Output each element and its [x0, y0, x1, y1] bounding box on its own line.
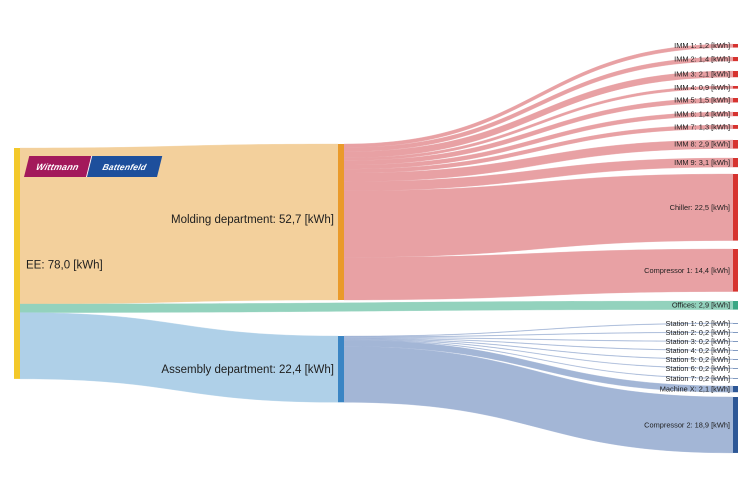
node-station-1 — [733, 323, 738, 324]
compressor-2-label: Compressor 2: 18,9 [kWh] — [644, 420, 730, 429]
node-imm-9 — [733, 158, 738, 168]
station-3-label: Station 3: 0,2 [kWh] — [666, 337, 731, 346]
node-station-2 — [733, 332, 738, 333]
flow-layer — [19, 43, 734, 454]
logo-wittmann-part: Wittmann — [24, 156, 93, 177]
molding-label: Molding department: 52,7 [kWh] — [171, 214, 334, 226]
imm-8-label: IMM 8: 2,9 [kWh] — [674, 140, 730, 149]
imm-4-label: IMM 4: 0,9 [kWh] — [674, 83, 730, 92]
assembly-node — [338, 336, 344, 403]
imm-1-label: IMM 1: 1,2 [kWh] — [674, 41, 730, 50]
node-station-6 — [733, 368, 738, 369]
flow-source-assembly — [19, 312, 339, 403]
station-1-label: Station 1: 0,2 [kWh] — [666, 319, 731, 328]
node-station-3 — [733, 341, 738, 342]
imm-3-label: IMM 3: 2,1 [kWh] — [674, 70, 730, 79]
node-imm-7 — [733, 125, 738, 129]
node-layer — [14, 44, 738, 453]
station-6-label: Station 6: 0,2 [kWh] — [666, 364, 731, 373]
machine-x-label: Machine X: 2,1 [kWh] — [660, 385, 730, 394]
logo-battenfeld-part: Battenfeld — [87, 156, 163, 177]
node-compressor-2 — [733, 397, 738, 453]
compressor-1-label: Compressor 1: 14,4 [kWh] — [644, 266, 730, 275]
imm-5-label: IMM 5: 1,5 [kWh] — [674, 96, 730, 105]
node-imm-2 — [733, 57, 738, 62]
offices-label: Offices: 2,9 [kWh] — [672, 301, 730, 310]
wittmann-battenfeld-logo: Wittmann Battenfeld — [24, 156, 163, 177]
imm-9-label: IMM 9: 3,1 [kWh] — [674, 158, 730, 167]
node-imm-4 — [733, 86, 738, 89]
node-imm-6 — [733, 112, 738, 117]
station-7-label: Station 7: 0,2 [kWh] — [666, 374, 731, 383]
offices-node — [733, 301, 738, 310]
imm-2-label: IMM 2: 1,4 [kWh] — [674, 55, 730, 64]
node-compressor-1 — [733, 249, 738, 292]
station-4-label: Station 4: 0,2 [kWh] — [666, 346, 731, 355]
label-layer: EE: 78,0 [kWh] Molding department: 52,7 [… — [26, 41, 730, 429]
station-2-label: Station 2: 0,2 [kWh] — [666, 328, 731, 337]
node-imm-1 — [733, 44, 738, 48]
node-chiller — [733, 174, 738, 241]
node-machine-x — [733, 386, 738, 393]
node-station-5 — [733, 359, 738, 360]
node-station-7 — [733, 378, 738, 379]
station-5-label: Station 5: 0,2 [kWh] — [666, 355, 731, 364]
node-imm-8 — [733, 140, 738, 149]
imm-7-label: IMM 7: 1,3 [kWh] — [674, 122, 730, 131]
node-station-4 — [733, 350, 738, 351]
node-imm-3 — [733, 71, 738, 78]
molding-node — [338, 144, 344, 300]
source-label: EE: 78,0 [kWh] — [26, 259, 103, 271]
node-imm-5 — [733, 98, 738, 103]
assembly-label: Assembly department: 22,4 [kWh] — [161, 364, 334, 376]
imm-6-label: IMM 6: 1,4 [kWh] — [674, 110, 730, 119]
chiller-label: Chiller: 22,5 [kWh] — [670, 203, 730, 212]
source-node — [14, 148, 20, 379]
